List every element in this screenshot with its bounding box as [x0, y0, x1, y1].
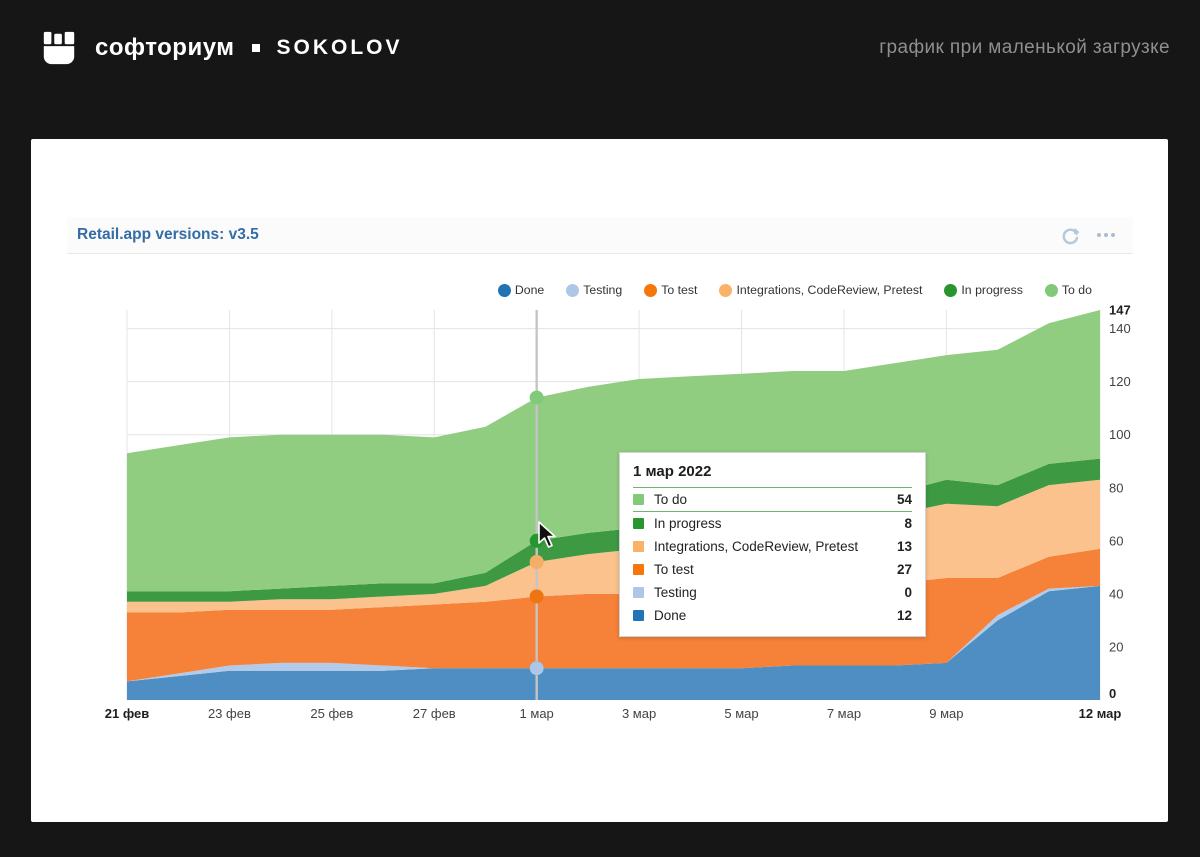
y-tick-label: 20 — [1109, 639, 1123, 654]
header-caption: график при маленькой загрузке — [879, 37, 1170, 58]
x-tick-label: 1 мар — [520, 706, 554, 721]
x-tick-label: 23 фев — [208, 706, 251, 721]
legend-dot — [944, 283, 958, 297]
brand-partner: SOKOLOV — [276, 36, 403, 59]
tooltip-date: 1 мар 2022 — [633, 463, 712, 480]
mouse-cursor — [538, 521, 556, 548]
legend-label: Done — [514, 283, 545, 297]
x-tick-label: 12 мар — [1079, 706, 1122, 721]
tooltip-series-name: To test — [654, 562, 694, 577]
tooltip-series-value: 12 — [896, 608, 912, 623]
legend-dot — [566, 283, 580, 297]
legend-dot — [644, 283, 658, 297]
legend-label: In progress — [961, 283, 1023, 297]
area-to-test[interactable] — [127, 548, 1100, 682]
crosshair-dot-integrations-codereview-pretest — [529, 555, 544, 569]
square-bullet — [251, 44, 260, 52]
page-header: софториум SOKOLOV график при маленькой з… — [0, 0, 1200, 96]
legend-item-to-test[interactable]: To test — [644, 283, 697, 297]
area-series — [127, 310, 1100, 700]
tooltip-color-swatch — [633, 610, 644, 621]
y-max-label: 147 — [1109, 303, 1131, 318]
y-tick-label: 120 — [1109, 374, 1131, 389]
tooltip-series-value: 13 — [896, 539, 912, 554]
x-tick-label: 21 фев — [105, 706, 150, 721]
x-tick-label: 3 мар — [622, 706, 656, 721]
tooltip-color-swatch — [633, 518, 644, 529]
fist-icon — [43, 31, 75, 65]
y-tick-label: 140 — [1109, 321, 1131, 336]
refresh-icon — [1062, 227, 1080, 244]
legend-item-done[interactable]: Done — [497, 283, 545, 297]
legend-dot — [497, 283, 511, 297]
crosshair-dot-to-do — [529, 390, 544, 405]
tooltip-color-swatch — [633, 541, 644, 552]
legend-item-testing[interactable]: Testing — [566, 283, 622, 297]
refresh-button[interactable] — [1058, 223, 1083, 248]
stacked-area-chart[interactable]: 21 фев 23 фев 25 фев 27 фев 1 мар 3 мар 5 мар 7… — [87, 297, 1137, 733]
tooltip-row-to-do: To do 54 — [633, 487, 912, 512]
brand-name: софториум — [95, 34, 235, 61]
widget-title: Retail.app versions: v3.5 — [77, 226, 259, 243]
area-done[interactable] — [127, 585, 1100, 700]
legend-dot — [1044, 283, 1058, 297]
widget-header: Retail.app versions: v3.5 — [67, 217, 1133, 254]
tooltip-row-done: Done 12 — [633, 604, 912, 627]
chart-card: Retail.app versions: v3.5 Done Testing To … — [31, 139, 1168, 822]
x-tick-label: 25 фев — [310, 706, 353, 721]
crosshair-dot-to-test — [529, 589, 544, 604]
tooltip-series-value: 54 — [896, 492, 912, 507]
crosshair-dot-testing — [529, 661, 544, 676]
x-tick-label: 9 мар — [929, 706, 963, 721]
tooltip-row-in-progress: In progress 8 — [633, 512, 912, 535]
y-tick-label: 60 — [1109, 533, 1123, 548]
legend-item-integrations-codereview-pretest[interactable]: Integrations, CodeReview, Pretest — [719, 283, 922, 297]
tooltip-series-value: 27 — [896, 562, 912, 577]
y-tick-label: 100 — [1109, 427, 1131, 442]
axis-labels: 21 фев 23 фев 25 фев 27 фев 1 мар 3 мар 5 мар 7… — [105, 303, 1131, 721]
tooltip-series-name: To do — [654, 492, 688, 507]
y-tick-label: 40 — [1109, 586, 1123, 601]
crosshair — [529, 310, 544, 700]
tooltip-series-value: 8 — [904, 516, 912, 531]
chart-tooltip: 1 мар 2022 To do 54 In progress 8 Integratio… — [619, 452, 926, 637]
legend-item-to-do[interactable]: To do — [1044, 283, 1092, 297]
tooltip-row-testing: Testing 0 — [633, 581, 912, 604]
ellipsis-icon — [1097, 233, 1115, 237]
legend-label: To test — [661, 283, 698, 297]
x-tick-label: 7 мар — [827, 706, 861, 721]
tooltip-series-value: 0 — [904, 585, 912, 600]
legend-label: Testing — [583, 283, 623, 297]
x-tick-label: 27 фев — [413, 706, 456, 721]
y-tick-label: 80 — [1109, 480, 1123, 495]
brand-block: софториум SOKOLOV — [40, 29, 403, 67]
tooltip-color-swatch — [633, 564, 644, 575]
more-menu-button[interactable] — [1095, 231, 1117, 239]
area-to-do[interactable] — [127, 310, 1100, 592]
tooltip-series-name: Done — [654, 608, 687, 623]
legend-label: To do — [1061, 283, 1092, 297]
y-min-label: 0 — [1109, 686, 1116, 701]
tooltip-color-swatch — [633, 494, 644, 505]
tooltip-series-name: Integrations, CodeReview, Pretest — [654, 539, 859, 554]
legend-item-in-progress[interactable]: In progress — [944, 283, 1023, 297]
x-tick-label: 5 мар — [724, 706, 758, 721]
tooltip-row-to-test: To test 27 — [633, 558, 912, 581]
legend-label: Integrations, CodeReview, Pretest — [736, 283, 923, 297]
tooltip-row-integrations-codereview-pretest: Integrations, CodeReview, Pretest 13 — [633, 535, 912, 558]
chart-legend: Done Testing To test Integrations, CodeRevi… — [497, 283, 1092, 297]
tooltip-series-name: Testing — [654, 585, 697, 600]
legend-dot — [719, 283, 733, 297]
tooltip-color-swatch — [633, 587, 644, 598]
tooltip-series-name: In progress — [654, 516, 722, 531]
